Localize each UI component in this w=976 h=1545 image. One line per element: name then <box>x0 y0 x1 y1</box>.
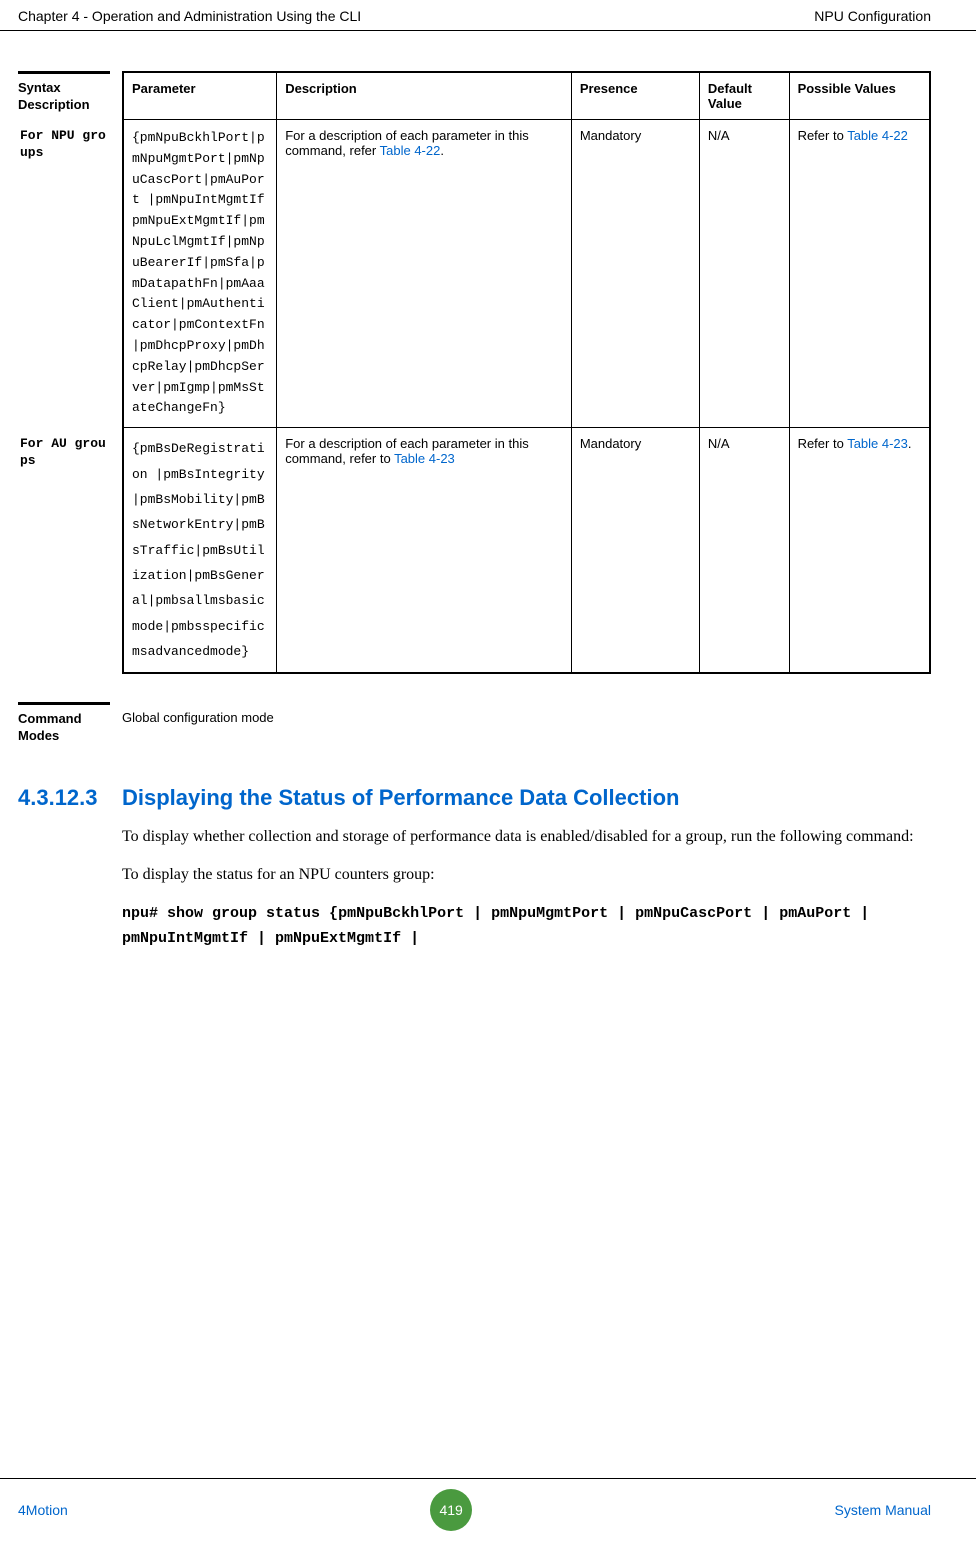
left-column: Syntax Description <box>18 71 110 702</box>
label-for-npu-groups: For NPU groups <box>20 128 112 162</box>
cmd-part-d: | <box>464 905 491 922</box>
page-header: Chapter 4 - Operation and Administration… <box>0 0 976 31</box>
body-command-line: npu# show group status {pmNpuBckhlPort |… <box>0 901 976 950</box>
td-au-default: N/A <box>699 428 789 674</box>
td-au-param: For AU groups {pmBsDeRegistration |pmBsI… <box>123 428 277 674</box>
table-row: For NPU groups {pmNpuBckhlPort|pmNpuMgmt… <box>123 120 930 428</box>
cmd-part-b: { <box>320 905 338 922</box>
section-number: 4.3.12.3 <box>18 785 110 811</box>
command-modes-row: Command Modes Global configuration mode <box>0 702 976 753</box>
footer-right: System Manual <box>835 1502 931 1518</box>
header-chapter: Chapter 4 - Operation and Administration… <box>18 8 361 24</box>
header-section: NPU Configuration <box>814 8 931 24</box>
npu-param-value: {pmNpuBckhlPort|pmNpuMgmtPort|pmNpuCascP… <box>132 130 265 415</box>
au-poss-pre: Refer to <box>798 436 848 451</box>
label-for-au-groups: For AU groups <box>20 436 112 470</box>
th-default: Default Value <box>699 72 789 120</box>
th-presence: Presence <box>571 72 699 120</box>
td-npu-possible: Refer to Table 4-22 <box>789 120 930 428</box>
cmd-part-j: | <box>851 905 869 922</box>
cmd-part-k: pmNpuIntMgmtIf <box>122 930 248 947</box>
td-npu-desc: For a description of each parameter in t… <box>277 120 572 428</box>
content-area: Syntax Description Parameter Description… <box>0 31 976 702</box>
cmd-part-n: | <box>401 930 419 947</box>
syntax-table: Parameter Description Presence Default V… <box>122 71 931 674</box>
table-row: For AU groups {pmBsDeRegistration |pmBsI… <box>123 428 930 674</box>
au-desc-link[interactable]: Table 4-23 <box>394 451 455 466</box>
page-number-badge: 419 <box>430 1489 472 1531</box>
cmd-part-m: pmNpuExtMgmtIf <box>275 930 401 947</box>
th-description: Description <box>277 72 572 120</box>
au-poss-link[interactable]: Table 4-23 <box>847 436 908 451</box>
npu-desc-link[interactable]: Table 4-22 <box>380 143 441 158</box>
cmd-part-c: pmNpuBckhlPort <box>338 905 464 922</box>
td-au-presence: Mandatory <box>571 428 699 674</box>
td-au-possible: Refer to Table 4-23. <box>789 428 930 674</box>
main-column: Parameter Description Presence Default V… <box>122 71 931 702</box>
npu-poss-link[interactable]: Table 4-22 <box>847 128 908 143</box>
section-heading-row: 4.3.12.3 Displaying the Status of Perfor… <box>0 785 976 811</box>
footer-left: 4Motion <box>18 1502 68 1518</box>
cmd-part-g: pmNpuCascPort <box>635 905 752 922</box>
table-header-row: Parameter Description Presence Default V… <box>123 72 930 120</box>
page-footer: 4Motion 419 System Manual <box>0 1478 976 1545</box>
command-modes-text: Global configuration mode <box>122 710 274 725</box>
cmd-part-f: | <box>608 905 635 922</box>
td-au-desc: For a description of each parameter in t… <box>277 428 572 674</box>
cmd-part-i: pmAuPort <box>779 905 851 922</box>
au-param-value: {pmBsDeRegistration |pmBsIntegrity|pmBsM… <box>132 441 265 659</box>
body-paragraph-2: To display the status for an NPU counter… <box>0 863 976 887</box>
cmd-part-h: | <box>752 905 779 922</box>
td-npu-default: N/A <box>699 120 789 428</box>
section-title: Displaying the Status of Performance Dat… <box>122 785 679 811</box>
au-poss-post: . <box>908 436 912 451</box>
td-npu-presence: Mandatory <box>571 120 699 428</box>
page-number: 419 <box>439 1502 462 1518</box>
cmd-part-l: | <box>248 930 275 947</box>
cmd-part-e: pmNpuMgmtPort <box>491 905 608 922</box>
npu-poss-pre: Refer to <box>798 128 848 143</box>
cmd-part-a: npu# show group status <box>122 905 320 922</box>
npu-desc-post: . <box>440 143 444 158</box>
th-parameter: Parameter <box>123 72 277 120</box>
label-command-modes: Command Modes <box>18 702 110 745</box>
body-paragraph-1: To display whether collection and storag… <box>0 825 976 849</box>
th-possible: Possible Values <box>789 72 930 120</box>
td-npu-param: For NPU groups {pmNpuBckhlPort|pmNpuMgmt… <box>123 120 277 428</box>
label-syntax-description: Syntax Description <box>18 71 110 114</box>
